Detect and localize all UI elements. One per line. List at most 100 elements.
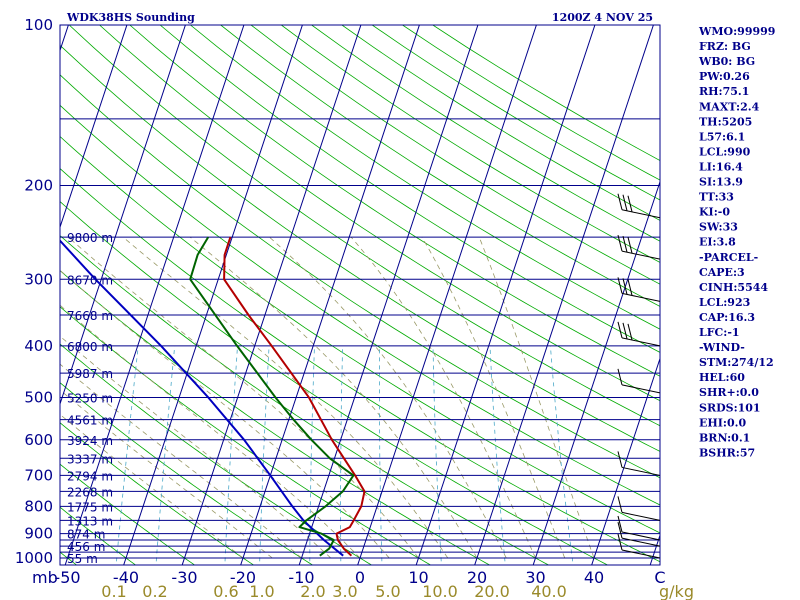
dry-adiabat (60, 270, 491, 565)
chart-title-right: 1200Z 4 NOV 25 (552, 11, 653, 24)
dry-adiabat (99, 25, 660, 402)
height-label: 3337 m (67, 452, 113, 466)
wind-barb-flag (627, 279, 633, 296)
wind-barb-flag (617, 277, 623, 294)
isotherm (357, 25, 537, 565)
sounding-index-text: EHI:0.0 (699, 416, 746, 429)
dry-adiabat (190, 25, 660, 330)
wind-barb-staff (621, 384, 661, 394)
sounding-index-text: FRZ: BG (699, 40, 751, 53)
dry-adiabat (60, 422, 255, 565)
dry-adiabat (250, 25, 660, 285)
wind-barb-flag (617, 368, 623, 385)
sounding-index-text: STM:274/12 (699, 356, 774, 369)
sounding-index-text: L57:6.1 (699, 130, 745, 143)
isotherm (532, 180, 660, 565)
mixing-ratio-label: 2.0 (300, 582, 325, 600)
moist-adiabat (60, 304, 361, 559)
moist-adiabat (60, 335, 332, 559)
sounding-index-text: LI:16.4 (699, 160, 743, 173)
mixing-ratio-label: 0.6 (213, 582, 238, 600)
pressure-label: 1000 (15, 549, 53, 567)
dry-adiabat (60, 168, 660, 563)
sounding-index-text: SRDS:101 (699, 401, 761, 414)
isotherm (181, 25, 362, 565)
pressure-label: 300 (24, 270, 53, 288)
pressure-label: 700 (24, 466, 53, 484)
wind-barb-staff (621, 337, 661, 347)
dry-adiabat (60, 382, 314, 565)
dry-adiabat (220, 25, 660, 307)
mixing-ratio-label: 0.2 (142, 582, 167, 600)
isotherm (60, 25, 186, 406)
temperature-tick-label: -40 (113, 568, 139, 587)
sounding-index-text: EI:3.8 (699, 236, 736, 249)
plot-frame (59, 24, 661, 566)
height-label: 456 m (67, 540, 105, 554)
height-label: 2268 m (67, 485, 113, 499)
dry-adiabat (60, 74, 660, 479)
dry-adiabat (60, 306, 432, 565)
pressure-label: 200 (24, 176, 53, 194)
height-label: 1775 m (67, 500, 113, 514)
mixing-ratio-line (379, 345, 383, 565)
isotherm (415, 25, 596, 565)
sounding-index-text: -PARCEL- (699, 251, 758, 264)
temperature-tick-label: -30 (171, 568, 197, 587)
sounding-index-text: TT:33 (699, 191, 734, 204)
mixing-ratio-label: 20.0 (474, 582, 510, 600)
wind-barb-flag (622, 194, 628, 211)
height-label: 5250 m (67, 392, 113, 406)
mixing-ratio-line (432, 345, 442, 565)
sounding-index-text: BSHR:57 (699, 446, 755, 459)
sounding-indices-panel: WMO:99999 FRZ: BG WB0: BG PW:0.26 RH:75.1 MAX… (698, 25, 775, 459)
isotherm (298, 25, 479, 565)
wind-barb-staff (621, 537, 661, 547)
isobars (60, 25, 660, 559)
pressure-label: 400 (24, 337, 53, 355)
pressure-label: 500 (24, 389, 53, 407)
isotherm (591, 356, 660, 565)
wind-barb-flag (622, 278, 628, 295)
wind-barb-flag (627, 237, 633, 254)
pressure-label: 600 (24, 431, 53, 449)
height-label: 6800 m (67, 340, 113, 354)
sounding-index-text: CAP:16.3 (699, 311, 755, 324)
wind-barb-flag (622, 322, 628, 340)
wind-barb-staff (621, 250, 661, 260)
chart-title-left: WDK38HS Sounding (66, 11, 195, 24)
temperature-tick-label: 10 (408, 568, 428, 587)
dry-adiabat (129, 25, 660, 377)
wind-barb-flag (617, 193, 623, 210)
temperature-tick-label: -20 (230, 568, 256, 587)
sounding-index-text: KI:-0 (699, 206, 730, 219)
temperature-tick-label: 20 (467, 568, 487, 587)
pressure-label: 900 (24, 525, 53, 543)
isotherm (60, 25, 128, 229)
sounding-index-text: WMO:99999 (698, 25, 775, 38)
dry-adiabat (60, 135, 660, 534)
sounding-index-text: RH:75.1 (699, 85, 749, 98)
mixing-ratio-line (309, 345, 315, 565)
parcel-path-line (60, 239, 344, 557)
wind-barb-flag (617, 522, 623, 539)
sounding-index-text: CAPE:3 (699, 266, 745, 279)
moist-adiabat (189, 236, 478, 559)
temperature-tick-label: C (654, 568, 665, 587)
mixing-ratio-line (155, 345, 176, 565)
moist-adiabat (122, 236, 449, 559)
sounding-profiles (60, 236, 366, 557)
sounding-index-text: LFC:-1 (699, 326, 740, 339)
sounding-index-text: PW:0.26 (699, 70, 750, 83)
moist-adiabat (60, 389, 273, 559)
temperature-profile-line (223, 236, 366, 557)
dry-adiabat (60, 235, 550, 565)
sounding-index-text: -WIND- (699, 341, 745, 354)
dry-adiabat (60, 463, 196, 565)
height-labels: 9800 m 8670 m 7668 m 6800 m 5987 m 5250 m 4561… (67, 231, 113, 566)
mixing-ratio-label: 5.0 (375, 582, 400, 600)
dry-adiabat (60, 44, 660, 452)
height-label: 874 m (67, 528, 105, 542)
temperature-tick-label: 30 (525, 568, 545, 587)
